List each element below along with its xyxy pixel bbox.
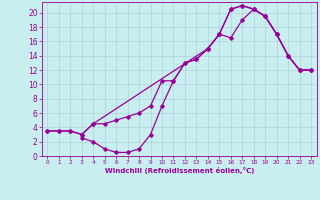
X-axis label: Windchill (Refroidissement éolien,°C): Windchill (Refroidissement éolien,°C) [105,167,254,174]
